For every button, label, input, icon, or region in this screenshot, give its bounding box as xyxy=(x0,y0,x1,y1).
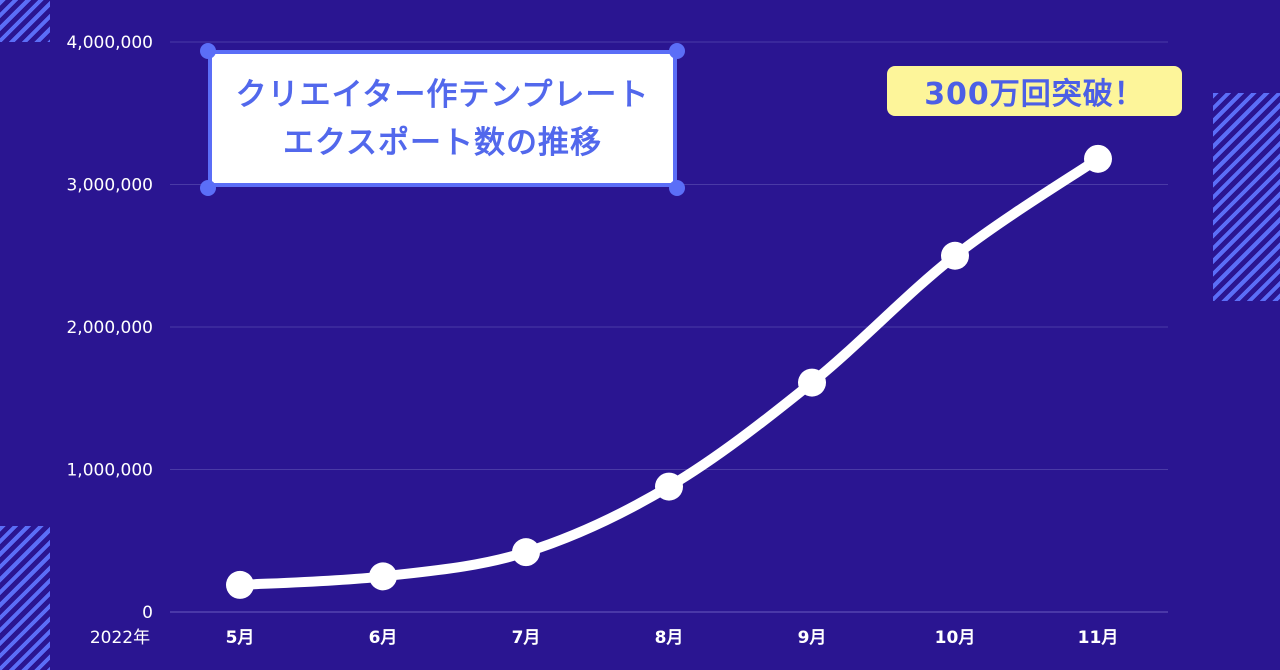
series-line xyxy=(235,153,1103,590)
chart-title-line-2: エクスポート数の推移 xyxy=(282,124,603,161)
hatch-decoration-bottom-left xyxy=(0,526,50,670)
y-tick-label: 2,000,000 xyxy=(66,318,153,338)
data-point xyxy=(369,562,397,591)
x-tick-label: 11月 xyxy=(1078,628,1119,648)
year-label: 2022年 xyxy=(90,628,150,648)
y-tick-label: 1,000,000 xyxy=(66,461,153,481)
data-point xyxy=(512,538,540,567)
x-tick-label: 8月 xyxy=(655,628,684,648)
data-point xyxy=(655,472,683,501)
milestone-badge: 300万回突破！ xyxy=(887,66,1182,116)
x-tick-label: 7月 xyxy=(512,628,541,648)
x-tick-label: 6月 xyxy=(369,628,398,648)
data-point xyxy=(941,241,969,270)
hatch-decoration-right xyxy=(1213,93,1280,301)
hatch-decoration-top-left xyxy=(0,0,50,42)
x-tick-label: 5月 xyxy=(226,628,255,648)
title-box-handle-br xyxy=(669,180,685,196)
title-box-handle-bl xyxy=(200,180,216,196)
x-tick-label: 9月 xyxy=(798,628,827,648)
y-tick-label: 3,000,000 xyxy=(66,176,153,196)
data-point xyxy=(798,368,826,397)
chart-title-box: クリエイター作テンプレート エクスポート数の推移 xyxy=(208,50,677,187)
data-point xyxy=(1084,144,1112,173)
chart-title-line-1: クリエイター作テンプレート xyxy=(235,76,650,113)
y-tick-label: 4,000,000 xyxy=(66,33,153,53)
y-tick-label: 0 xyxy=(142,603,153,623)
data-point xyxy=(226,570,254,599)
title-box-handle-tr xyxy=(669,43,685,59)
x-tick-label: 10月 xyxy=(935,628,976,648)
title-box-handle-tl xyxy=(200,43,216,59)
